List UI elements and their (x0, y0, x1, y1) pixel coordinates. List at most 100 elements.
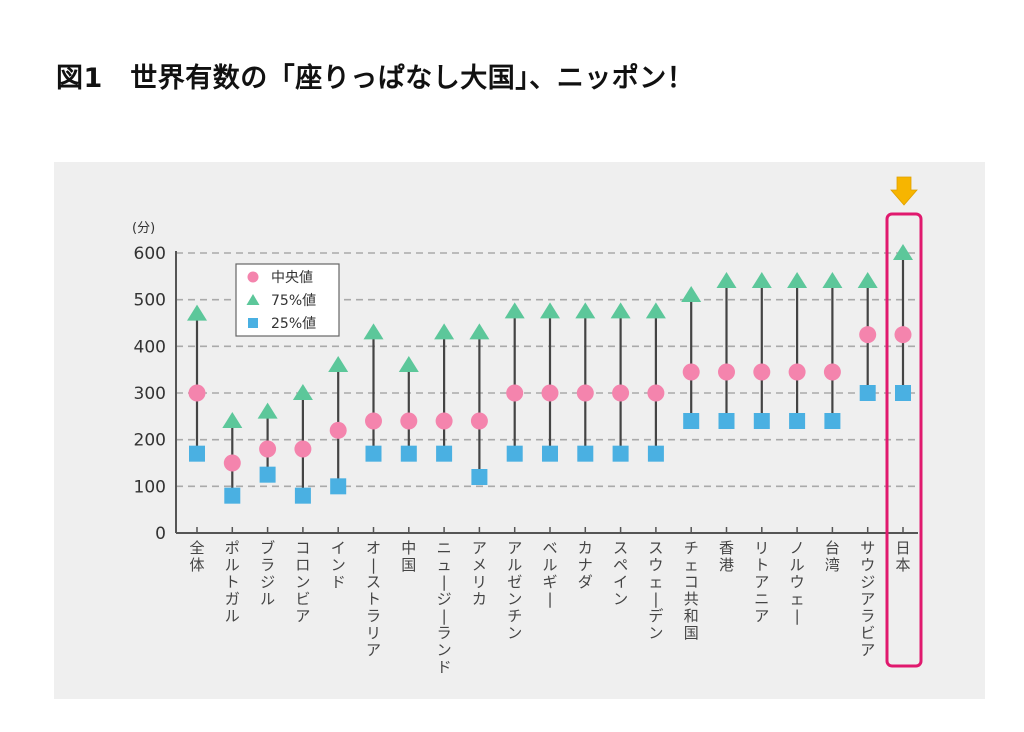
x-category-char: | (371, 556, 376, 574)
x-category-label: インド (331, 539, 346, 591)
x-category-label: アメリカ (472, 539, 487, 608)
x-category-char: ベ (542, 539, 557, 557)
x-category-char: ン (648, 624, 663, 642)
marker-75pct (787, 272, 808, 288)
marker-75pct (292, 384, 313, 400)
x-category-char: ブ (260, 539, 275, 557)
marker-25pct (436, 445, 453, 462)
y-tick-label: 0 (155, 524, 166, 544)
x-category-char: ア (860, 590, 875, 608)
marker-median (718, 363, 735, 381)
marker-median (435, 412, 453, 430)
x-category-char: 湾 (825, 556, 840, 574)
x-category-char: リ (366, 624, 381, 642)
x-category-char: 共 (684, 590, 699, 608)
marker-75pct (716, 272, 737, 288)
marker-median (753, 363, 771, 381)
legend-25pct-icon (248, 318, 258, 328)
marker-75pct (857, 272, 878, 288)
x-category-char: ェ (790, 590, 805, 608)
x-category-label: ベルギ| (542, 539, 557, 608)
x-category-char: チ (507, 607, 522, 625)
y-axis-unit-label: (分) (132, 221, 155, 236)
x-category-char: ン (295, 573, 310, 591)
marker-25pct (824, 413, 841, 429)
x-category-label: ニュ|ジ|ランド (437, 539, 452, 676)
x-category-char: ノ (790, 539, 805, 557)
marker-25pct (647, 445, 664, 462)
x-category-char: ニ (437, 539, 452, 557)
x-category-char: コ (684, 573, 699, 591)
x-category-char: | (442, 573, 447, 591)
y-tick-label: 200 (134, 431, 166, 451)
x-category-char: ウ (790, 573, 805, 591)
x-category-label: カナダ (578, 539, 593, 591)
x-category-char: ガ (225, 590, 240, 608)
marker-median (894, 326, 912, 344)
x-category-char: ア (295, 607, 310, 625)
marker-median (365, 412, 382, 430)
x-category-char: ジ (860, 573, 875, 591)
data-markers (187, 244, 913, 504)
x-category-char: ル (507, 556, 522, 574)
x-category-label: スペイン (613, 539, 628, 608)
x-category-char: 中 (401, 539, 416, 557)
chart-panel (54, 162, 985, 699)
x-category-label: ノルウェ| (790, 539, 805, 625)
down-arrow-icon (890, 176, 918, 206)
marker-75pct (893, 244, 913, 260)
x-category-char: ア (472, 539, 487, 557)
x-category-char: ア (860, 641, 875, 659)
x-category-char: デ (648, 607, 663, 625)
x-category-label: ポルトガル (225, 539, 240, 625)
marker-25pct (753, 413, 770, 429)
marker-25pct (224, 487, 241, 504)
marker-25pct (542, 445, 558, 462)
x-category-char: ラ (260, 556, 275, 574)
x-category-char: ン (507, 624, 522, 642)
x-category-label: オ|ストラリア (366, 539, 381, 659)
marker-median (470, 412, 488, 430)
x-category-char: 本 (895, 556, 910, 574)
marker-median (859, 326, 877, 344)
marker-25pct (294, 487, 311, 504)
marker-75pct (822, 272, 843, 288)
marker-75pct (398, 356, 419, 372)
x-category-char: ラ (437, 624, 452, 642)
marker-75pct (363, 323, 384, 340)
legend-75pct-icon (246, 294, 260, 305)
x-category-char: メ (472, 556, 487, 574)
x-category-char: ア (754, 573, 769, 591)
marker-median (788, 363, 806, 381)
y-tick-label: 300 (134, 384, 166, 404)
marker-median (576, 384, 594, 402)
x-category-char: イ (613, 573, 628, 591)
x-category-char: ン (331, 556, 346, 574)
x-category-char: サ (860, 539, 875, 557)
marker-25pct (189, 445, 205, 462)
x-category-label: アルゼンチン (507, 539, 522, 642)
marker-75pct (328, 356, 349, 372)
x-category-char: ス (366, 573, 381, 591)
x-category-char: ト (366, 590, 381, 608)
x-category-char: ラ (366, 607, 381, 625)
marker-median (294, 440, 312, 458)
marker-median (541, 384, 559, 402)
x-category-char: ト (225, 573, 240, 591)
x-category-label: 全体 (189, 539, 204, 574)
x-category-char: 港 (719, 556, 734, 574)
x-category-char: ル (260, 590, 275, 608)
x-category-char: ス (613, 539, 628, 557)
marker-median (223, 454, 241, 472)
x-category-char: ェ (684, 556, 699, 574)
marker-75pct (222, 412, 243, 428)
x-category-char: ア (507, 539, 522, 557)
x-category-char: コ (295, 539, 310, 557)
x-category-char: ン (613, 590, 628, 608)
x-category-char: | (795, 607, 800, 625)
x-category-char: 国 (684, 624, 699, 642)
x-category-char: ア (754, 607, 769, 625)
x-category-label: 中国 (401, 539, 416, 574)
marker-25pct (718, 413, 735, 429)
